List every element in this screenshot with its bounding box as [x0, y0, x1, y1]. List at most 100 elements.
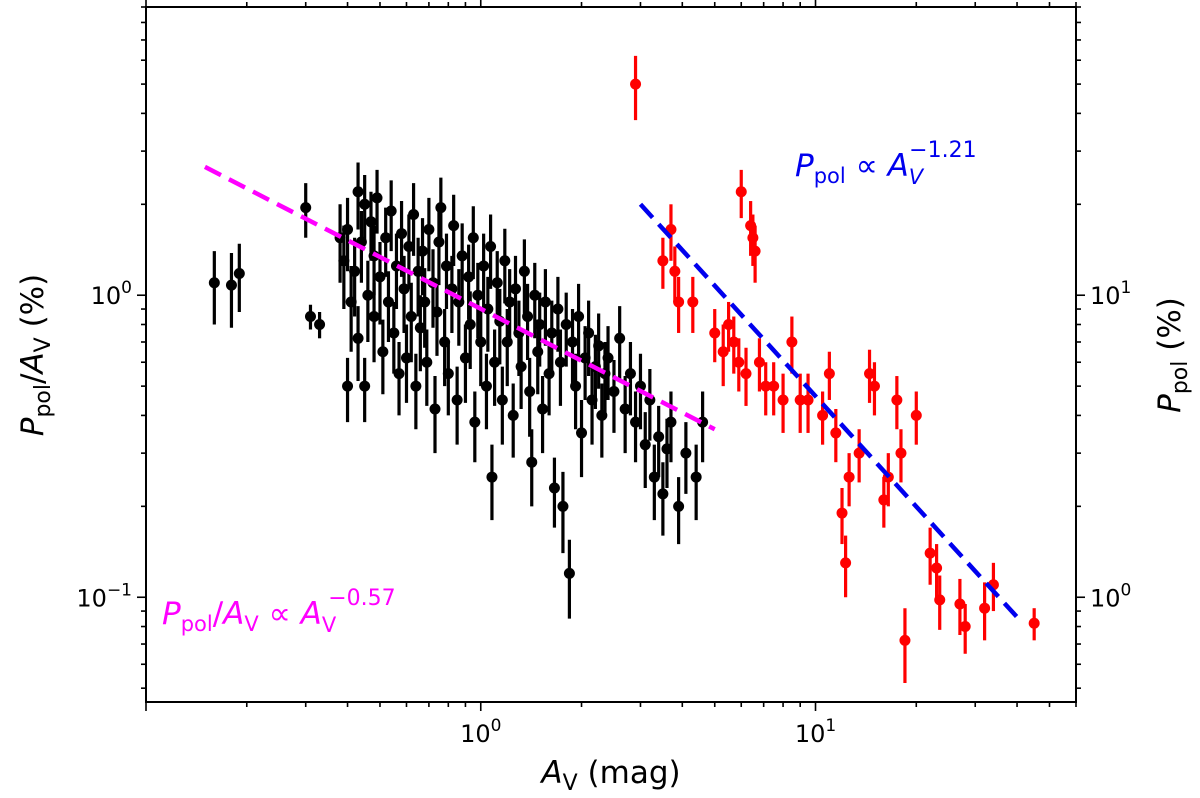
data-marker — [225, 279, 237, 291]
black-data-point — [478, 233, 490, 310]
black-data-point — [507, 383, 519, 458]
black-data-point — [697, 391, 709, 463]
black-data-point — [573, 283, 585, 361]
data-marker — [377, 346, 389, 358]
data-marker — [624, 368, 636, 380]
black-data-point — [504, 269, 516, 346]
data-marker — [830, 427, 842, 439]
black-data-point — [499, 228, 511, 304]
data-marker — [840, 557, 852, 569]
red-data-point — [868, 362, 880, 416]
data-marker — [690, 471, 702, 483]
black-data-point — [567, 309, 579, 387]
y-left-tick-label: 10−1 — [76, 580, 132, 612]
data-marker — [467, 232, 479, 244]
black-data-point — [539, 269, 551, 346]
data-marker — [777, 394, 789, 406]
data-marker — [482, 303, 494, 315]
black-data-point — [524, 357, 536, 437]
data-marker — [823, 368, 835, 380]
black-data-point — [680, 422, 692, 494]
black-data-point — [403, 214, 415, 289]
data-marker — [359, 198, 371, 210]
data-marker — [362, 289, 374, 301]
black-data-point — [482, 276, 494, 352]
data-marker — [680, 447, 692, 459]
black-data-point — [456, 223, 468, 300]
data-marker — [539, 296, 551, 308]
black-data-point — [365, 191, 377, 261]
black-data-point — [410, 353, 422, 430]
black-data-point — [534, 292, 546, 367]
data-marker — [673, 296, 685, 308]
data-marker — [435, 202, 447, 214]
data-marker — [368, 311, 380, 323]
black-data-point — [602, 326, 614, 400]
black-data-point — [546, 300, 558, 377]
black-data-point — [526, 429, 538, 507]
data-marker — [853, 447, 865, 459]
data-marker — [583, 327, 595, 339]
black-data-point — [557, 471, 569, 554]
black-data-point — [608, 360, 620, 433]
data-marker — [233, 268, 245, 280]
data-marker — [532, 346, 544, 358]
data-marker — [560, 318, 572, 330]
red-data-point — [979, 582, 991, 641]
red-data-point — [931, 544, 943, 598]
black-data-point — [359, 175, 371, 243]
data-marker — [817, 409, 829, 421]
black-data-point — [469, 391, 481, 463]
black-data-point — [393, 342, 405, 416]
data-marker — [403, 240, 415, 252]
data-marker — [728, 336, 740, 348]
black-data-point — [510, 255, 522, 333]
red-data-point — [753, 338, 765, 392]
data-marker — [735, 186, 747, 198]
data-marker — [371, 192, 383, 204]
red-data-point — [630, 55, 642, 121]
black-data-point — [548, 457, 560, 528]
black-data-point — [485, 214, 497, 289]
black-data-point — [352, 162, 364, 230]
data-marker — [412, 265, 424, 277]
black-data-point — [388, 301, 400, 374]
data-marker — [421, 356, 433, 368]
black-data-point — [400, 324, 412, 403]
data-marker — [570, 380, 582, 392]
data-marker — [433, 236, 445, 248]
data-marker — [448, 220, 460, 232]
data-marker — [979, 602, 991, 614]
data-marker — [507, 409, 519, 421]
black-data-point — [515, 334, 527, 410]
red-data-point — [673, 276, 685, 333]
data-marker — [573, 311, 585, 323]
red-data-point — [891, 376, 903, 430]
black-data-point — [225, 252, 237, 328]
data-marker — [486, 471, 498, 483]
data-marker — [673, 500, 685, 512]
red-data-point — [853, 429, 865, 483]
red-data-point — [657, 237, 669, 289]
red-data-point — [717, 324, 729, 387]
black-data-point — [435, 177, 447, 247]
black-data-point — [405, 282, 417, 363]
black-data-point — [408, 183, 420, 256]
data-marker — [657, 488, 669, 500]
black-data-point — [431, 279, 443, 356]
data-marker — [548, 482, 560, 494]
y-right-tick-label: 101 — [1090, 278, 1131, 310]
red-data-point — [924, 527, 936, 585]
data-marker — [934, 594, 946, 606]
red-data-point — [830, 409, 842, 463]
data-marker — [653, 431, 665, 443]
data-marker — [529, 289, 541, 301]
y-axis-label-right: Ppol (%) — [1152, 297, 1193, 413]
data-marker — [342, 224, 354, 236]
black-data-point — [522, 283, 534, 361]
black-data-point — [451, 366, 463, 445]
red-data-point — [817, 391, 829, 445]
black-data-point — [433, 209, 445, 286]
data-marker — [534, 318, 546, 330]
data-marker — [546, 327, 558, 339]
